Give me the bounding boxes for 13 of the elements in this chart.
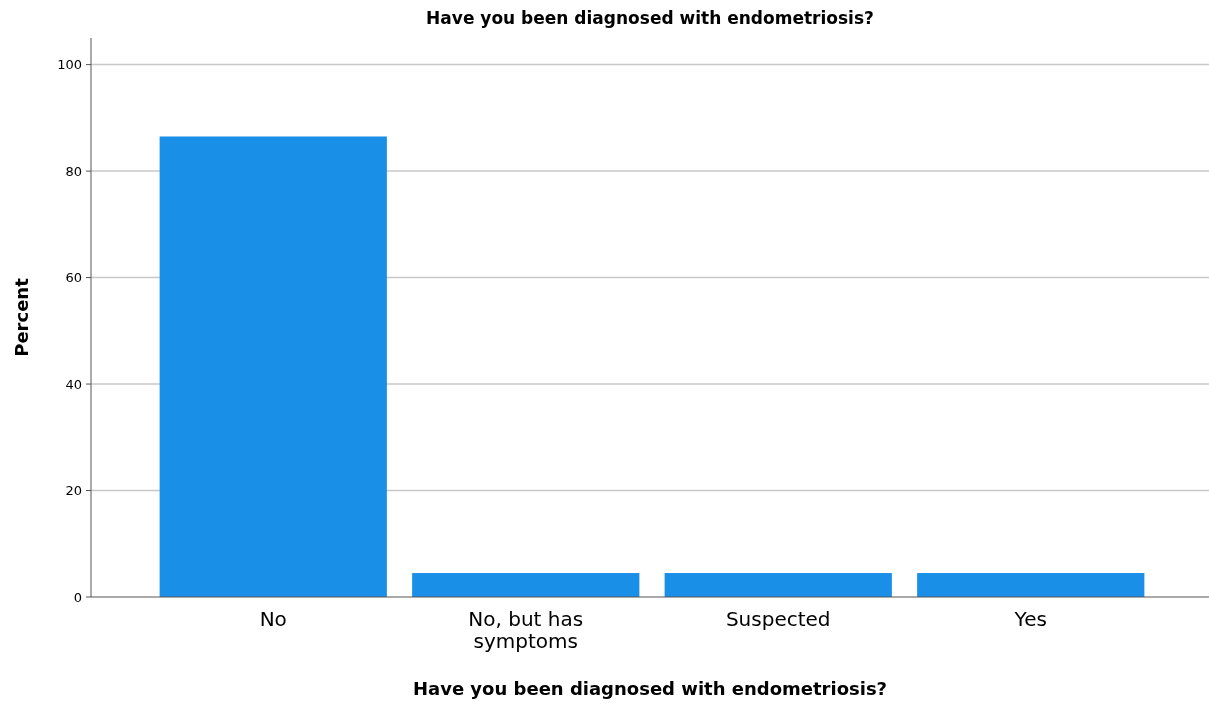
x-tick-label: No	[259, 607, 287, 631]
y-tick-label: 60	[65, 270, 82, 286]
y-tick-label: 100	[57, 57, 82, 73]
x-tick-label: Suspected	[725, 607, 831, 631]
x-tick-label: Yes	[1013, 607, 1047, 631]
y-tick-label: 20	[65, 483, 82, 499]
y-tick-label: 40	[65, 376, 82, 392]
x-axis-title: Have you been diagnosed with endometriosis?	[412, 678, 888, 699]
y-axis-title: Percent	[11, 277, 32, 357]
y-tick-label: 0	[73, 589, 82, 605]
y-tick-label: 80	[65, 163, 82, 179]
chart-title: Have you been diagnosed with endometriosis?	[426, 8, 874, 28]
x-tick-label: No, but has symptoms	[468, 607, 584, 653]
